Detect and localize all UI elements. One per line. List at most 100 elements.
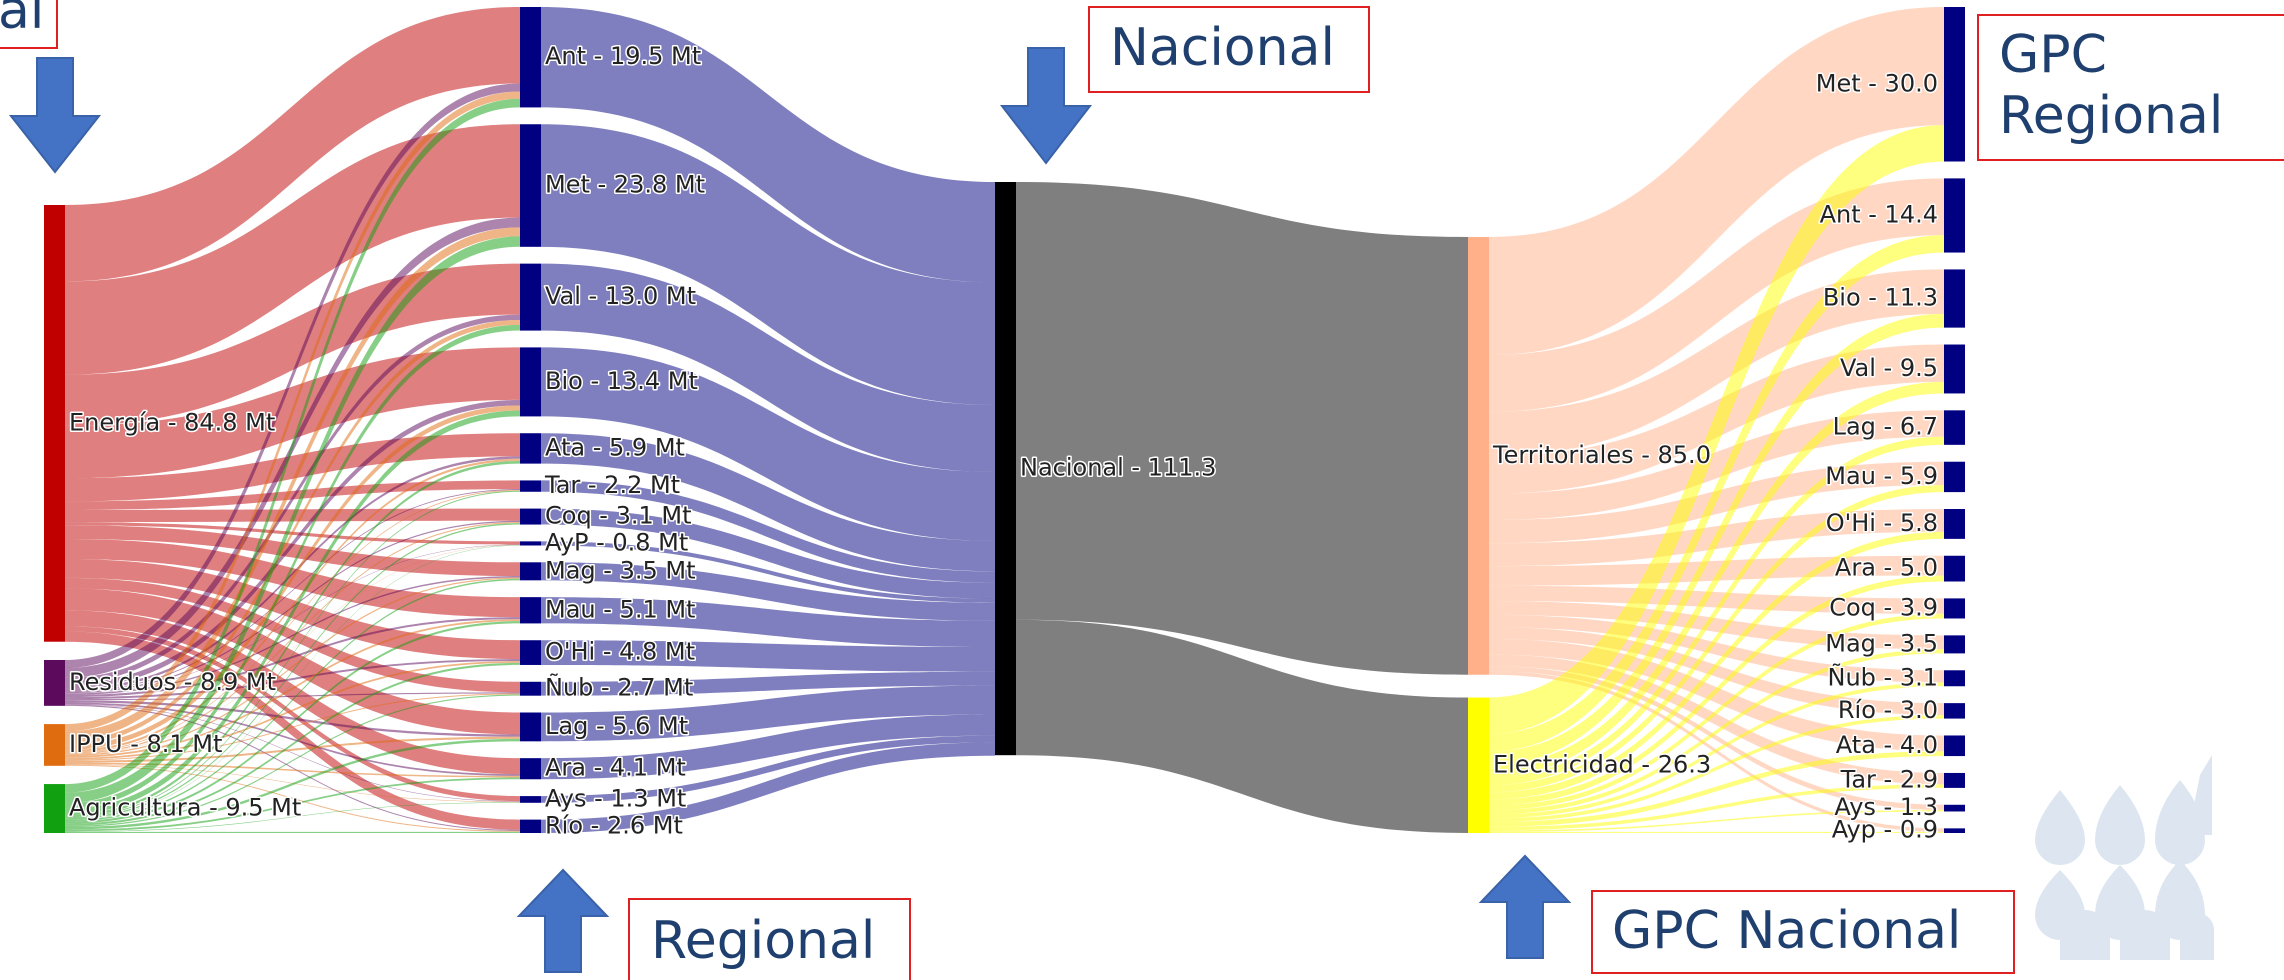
node <box>1944 703 1965 719</box>
link <box>1489 682 1944 819</box>
link <box>65 433 520 502</box>
node <box>520 681 541 696</box>
link <box>65 324 520 809</box>
link <box>1489 269 1944 457</box>
link <box>541 480 995 583</box>
node <box>1944 178 1965 253</box>
node <box>1944 344 1965 394</box>
link <box>65 662 520 826</box>
link <box>1489 575 1944 806</box>
link <box>65 702 520 776</box>
link <box>1016 619 1468 833</box>
link <box>65 626 520 802</box>
node <box>520 124 541 247</box>
node <box>520 433 541 464</box>
node-label: Val - 9.5 <box>1840 354 1938 382</box>
link <box>1489 614 1944 683</box>
link <box>541 671 995 696</box>
link <box>1489 7 1944 356</box>
link <box>65 236 520 804</box>
link <box>65 576 520 696</box>
node-label: Ant - 19.5 Mt <box>545 42 701 70</box>
link <box>1489 831 1944 834</box>
link <box>1489 784 1944 831</box>
link <box>1489 235 1944 752</box>
node-label: Ñub - 3.1 <box>1828 661 1938 691</box>
node <box>1944 735 1965 757</box>
link <box>1489 585 1944 614</box>
node-label: Bio - 13.4 Mt <box>545 367 698 395</box>
node-label: Electricidad - 26.3 <box>1493 750 1711 778</box>
link <box>65 399 520 689</box>
link <box>65 777 520 832</box>
node-label: Ata - 5.9 Mt <box>545 433 685 461</box>
link <box>541 263 995 472</box>
node <box>1944 410 1965 445</box>
nodes: Energía - 84.8 Mt Residuos - 8.9 Mt IPPU -… <box>44 7 1965 845</box>
node-label: Ara - 5.0 <box>1835 554 1938 582</box>
link <box>541 347 995 541</box>
link <box>65 405 520 751</box>
node-label: IPPU - 8.1 Mt <box>69 730 222 758</box>
node-label: O'Hi - 5.8 <box>1826 509 1938 537</box>
annotation: Regional <box>651 911 875 971</box>
link <box>541 433 995 572</box>
link <box>1489 313 1944 766</box>
node <box>44 205 65 642</box>
node <box>520 480 541 492</box>
link <box>1489 613 1944 811</box>
node <box>520 597 541 624</box>
node-label: AyP - 0.8 Mt <box>545 528 688 556</box>
link <box>1489 461 1944 544</box>
link <box>541 508 995 599</box>
link <box>65 577 520 756</box>
node <box>1944 461 1965 493</box>
annotation: Nacional <box>1110 18 1335 78</box>
node <box>1468 237 1489 675</box>
link <box>541 685 995 742</box>
node-label: Mag - 3.5 Mt <box>545 556 695 584</box>
link <box>65 525 520 577</box>
node-label: Agricultura - 9.5 Mt <box>69 794 301 822</box>
annotation-box <box>0 0 58 49</box>
link <box>65 694 520 828</box>
link <box>65 124 520 375</box>
node <box>1944 508 1965 539</box>
node-label: Ays - 1.3 <box>1834 793 1938 821</box>
link <box>1489 654 1944 785</box>
node-label: Ayp - 0.9 <box>1832 816 1938 844</box>
node-label: Mau - 5.9 <box>1825 462 1938 490</box>
arrow-down <box>999 47 1093 165</box>
node <box>520 541 541 546</box>
link <box>65 489 520 692</box>
link <box>65 545 520 820</box>
node-label: Ara - 4.1 Mt <box>545 754 686 782</box>
node <box>1944 772 1965 788</box>
annotation: GPC <box>1999 25 2107 85</box>
node <box>1468 697 1489 833</box>
link <box>1489 666 1944 810</box>
link <box>1489 649 1944 815</box>
node <box>520 7 541 108</box>
node-label: Ays - 1.3 Mt <box>545 784 686 812</box>
node <box>995 182 1016 756</box>
annotation-box <box>1977 14 2284 161</box>
node <box>520 758 541 780</box>
node-label: Ata - 4.0 <box>1836 731 1938 759</box>
link <box>1489 531 1944 800</box>
node <box>1944 269 1965 328</box>
node-label: Val - 13.0 Mt <box>545 282 696 310</box>
links <box>65 7 1944 834</box>
node-label: Nacional - 111.3 <box>1020 454 1216 482</box>
link <box>65 490 520 819</box>
link <box>541 735 995 803</box>
link <box>1489 125 1944 735</box>
node-label: Met - 30.0 <box>1816 69 1938 97</box>
link <box>65 544 520 694</box>
node <box>44 784 65 833</box>
node <box>520 640 541 665</box>
node-label: Mag - 3.5 <box>1825 629 1938 657</box>
node-label: Río - 3.0 <box>1838 696 1938 724</box>
link <box>1489 484 1944 793</box>
